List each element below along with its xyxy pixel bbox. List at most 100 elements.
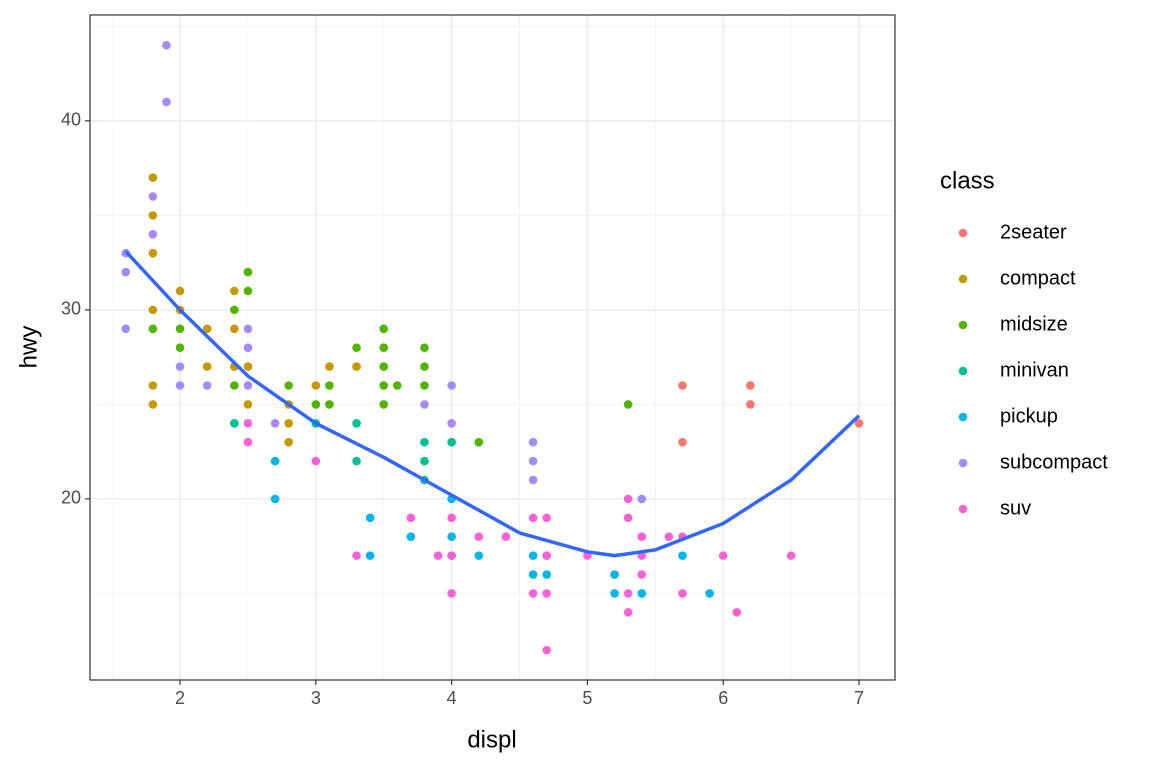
point xyxy=(148,211,158,220)
smooth-line xyxy=(124,250,861,558)
point xyxy=(447,589,456,598)
point xyxy=(148,400,158,409)
point xyxy=(678,589,687,598)
point xyxy=(623,513,633,523)
x-tick-label: 6 xyxy=(718,688,728,708)
x-tick-label: 5 xyxy=(582,688,592,708)
point xyxy=(243,324,253,334)
point xyxy=(202,362,212,371)
legend-swatch xyxy=(958,458,968,468)
point xyxy=(148,324,158,334)
point xyxy=(379,362,389,371)
point xyxy=(230,286,239,296)
point xyxy=(528,551,538,560)
point xyxy=(678,437,687,447)
point xyxy=(325,362,334,371)
point xyxy=(610,570,619,579)
point xyxy=(664,532,674,542)
point xyxy=(365,513,375,523)
point xyxy=(325,400,334,409)
point xyxy=(528,475,538,485)
point xyxy=(474,532,484,542)
point xyxy=(121,267,131,277)
point xyxy=(148,305,158,315)
point xyxy=(447,419,456,428)
point xyxy=(542,589,551,598)
legend-label: minivan xyxy=(1000,359,1069,381)
point xyxy=(433,551,443,560)
point xyxy=(623,589,633,598)
point xyxy=(732,608,742,617)
point xyxy=(284,419,293,428)
point xyxy=(746,400,755,409)
legend-label: compact xyxy=(1000,267,1076,289)
point xyxy=(623,494,633,504)
point xyxy=(379,381,389,390)
point xyxy=(352,362,361,371)
point xyxy=(175,286,185,296)
point xyxy=(637,494,647,504)
point xyxy=(623,400,633,409)
legend-swatch xyxy=(958,320,968,330)
legend-label: pickup xyxy=(1000,405,1058,427)
grid xyxy=(90,15,895,680)
point xyxy=(854,419,864,428)
point xyxy=(148,248,158,258)
point xyxy=(270,494,280,504)
point xyxy=(148,192,158,201)
point xyxy=(243,400,253,409)
point xyxy=(447,437,456,447)
point xyxy=(501,532,511,542)
point xyxy=(148,173,158,182)
point xyxy=(270,456,280,466)
x-axis-title: displ xyxy=(467,726,516,753)
point xyxy=(623,608,633,617)
point xyxy=(311,381,321,390)
point xyxy=(230,324,239,334)
point xyxy=(365,551,375,560)
x-tick-label: 3 xyxy=(311,688,321,708)
point xyxy=(420,456,429,466)
point xyxy=(148,381,158,390)
point xyxy=(162,97,171,107)
point xyxy=(406,532,416,542)
point xyxy=(528,437,538,447)
x-tick-label: 2 xyxy=(175,688,185,708)
point xyxy=(542,645,551,655)
point xyxy=(542,551,551,560)
point xyxy=(243,343,253,352)
legend-swatch xyxy=(958,366,968,376)
y-tick-label: 30 xyxy=(61,299,81,319)
point xyxy=(202,324,212,334)
point xyxy=(447,532,456,542)
point xyxy=(325,381,334,390)
point xyxy=(175,324,185,334)
point xyxy=(528,570,538,579)
point xyxy=(230,419,239,428)
point xyxy=(352,343,361,352)
legend-title: class xyxy=(940,167,995,194)
legend-swatch xyxy=(958,274,968,284)
point xyxy=(637,532,647,542)
point xyxy=(447,513,456,523)
point xyxy=(528,589,538,598)
point xyxy=(243,286,253,296)
point xyxy=(284,381,293,390)
legend-swatch xyxy=(958,504,968,514)
point xyxy=(175,381,185,390)
point xyxy=(746,381,755,390)
point xyxy=(379,324,389,334)
point xyxy=(420,400,429,409)
point xyxy=(202,381,212,390)
legend-label: midsize xyxy=(1000,313,1068,335)
point xyxy=(284,437,293,447)
legend-swatch xyxy=(958,228,968,238)
point xyxy=(379,400,389,409)
y-axis-title: hwy xyxy=(15,326,42,369)
point xyxy=(243,267,253,277)
point xyxy=(420,343,429,352)
point xyxy=(786,551,796,560)
point xyxy=(352,419,361,428)
